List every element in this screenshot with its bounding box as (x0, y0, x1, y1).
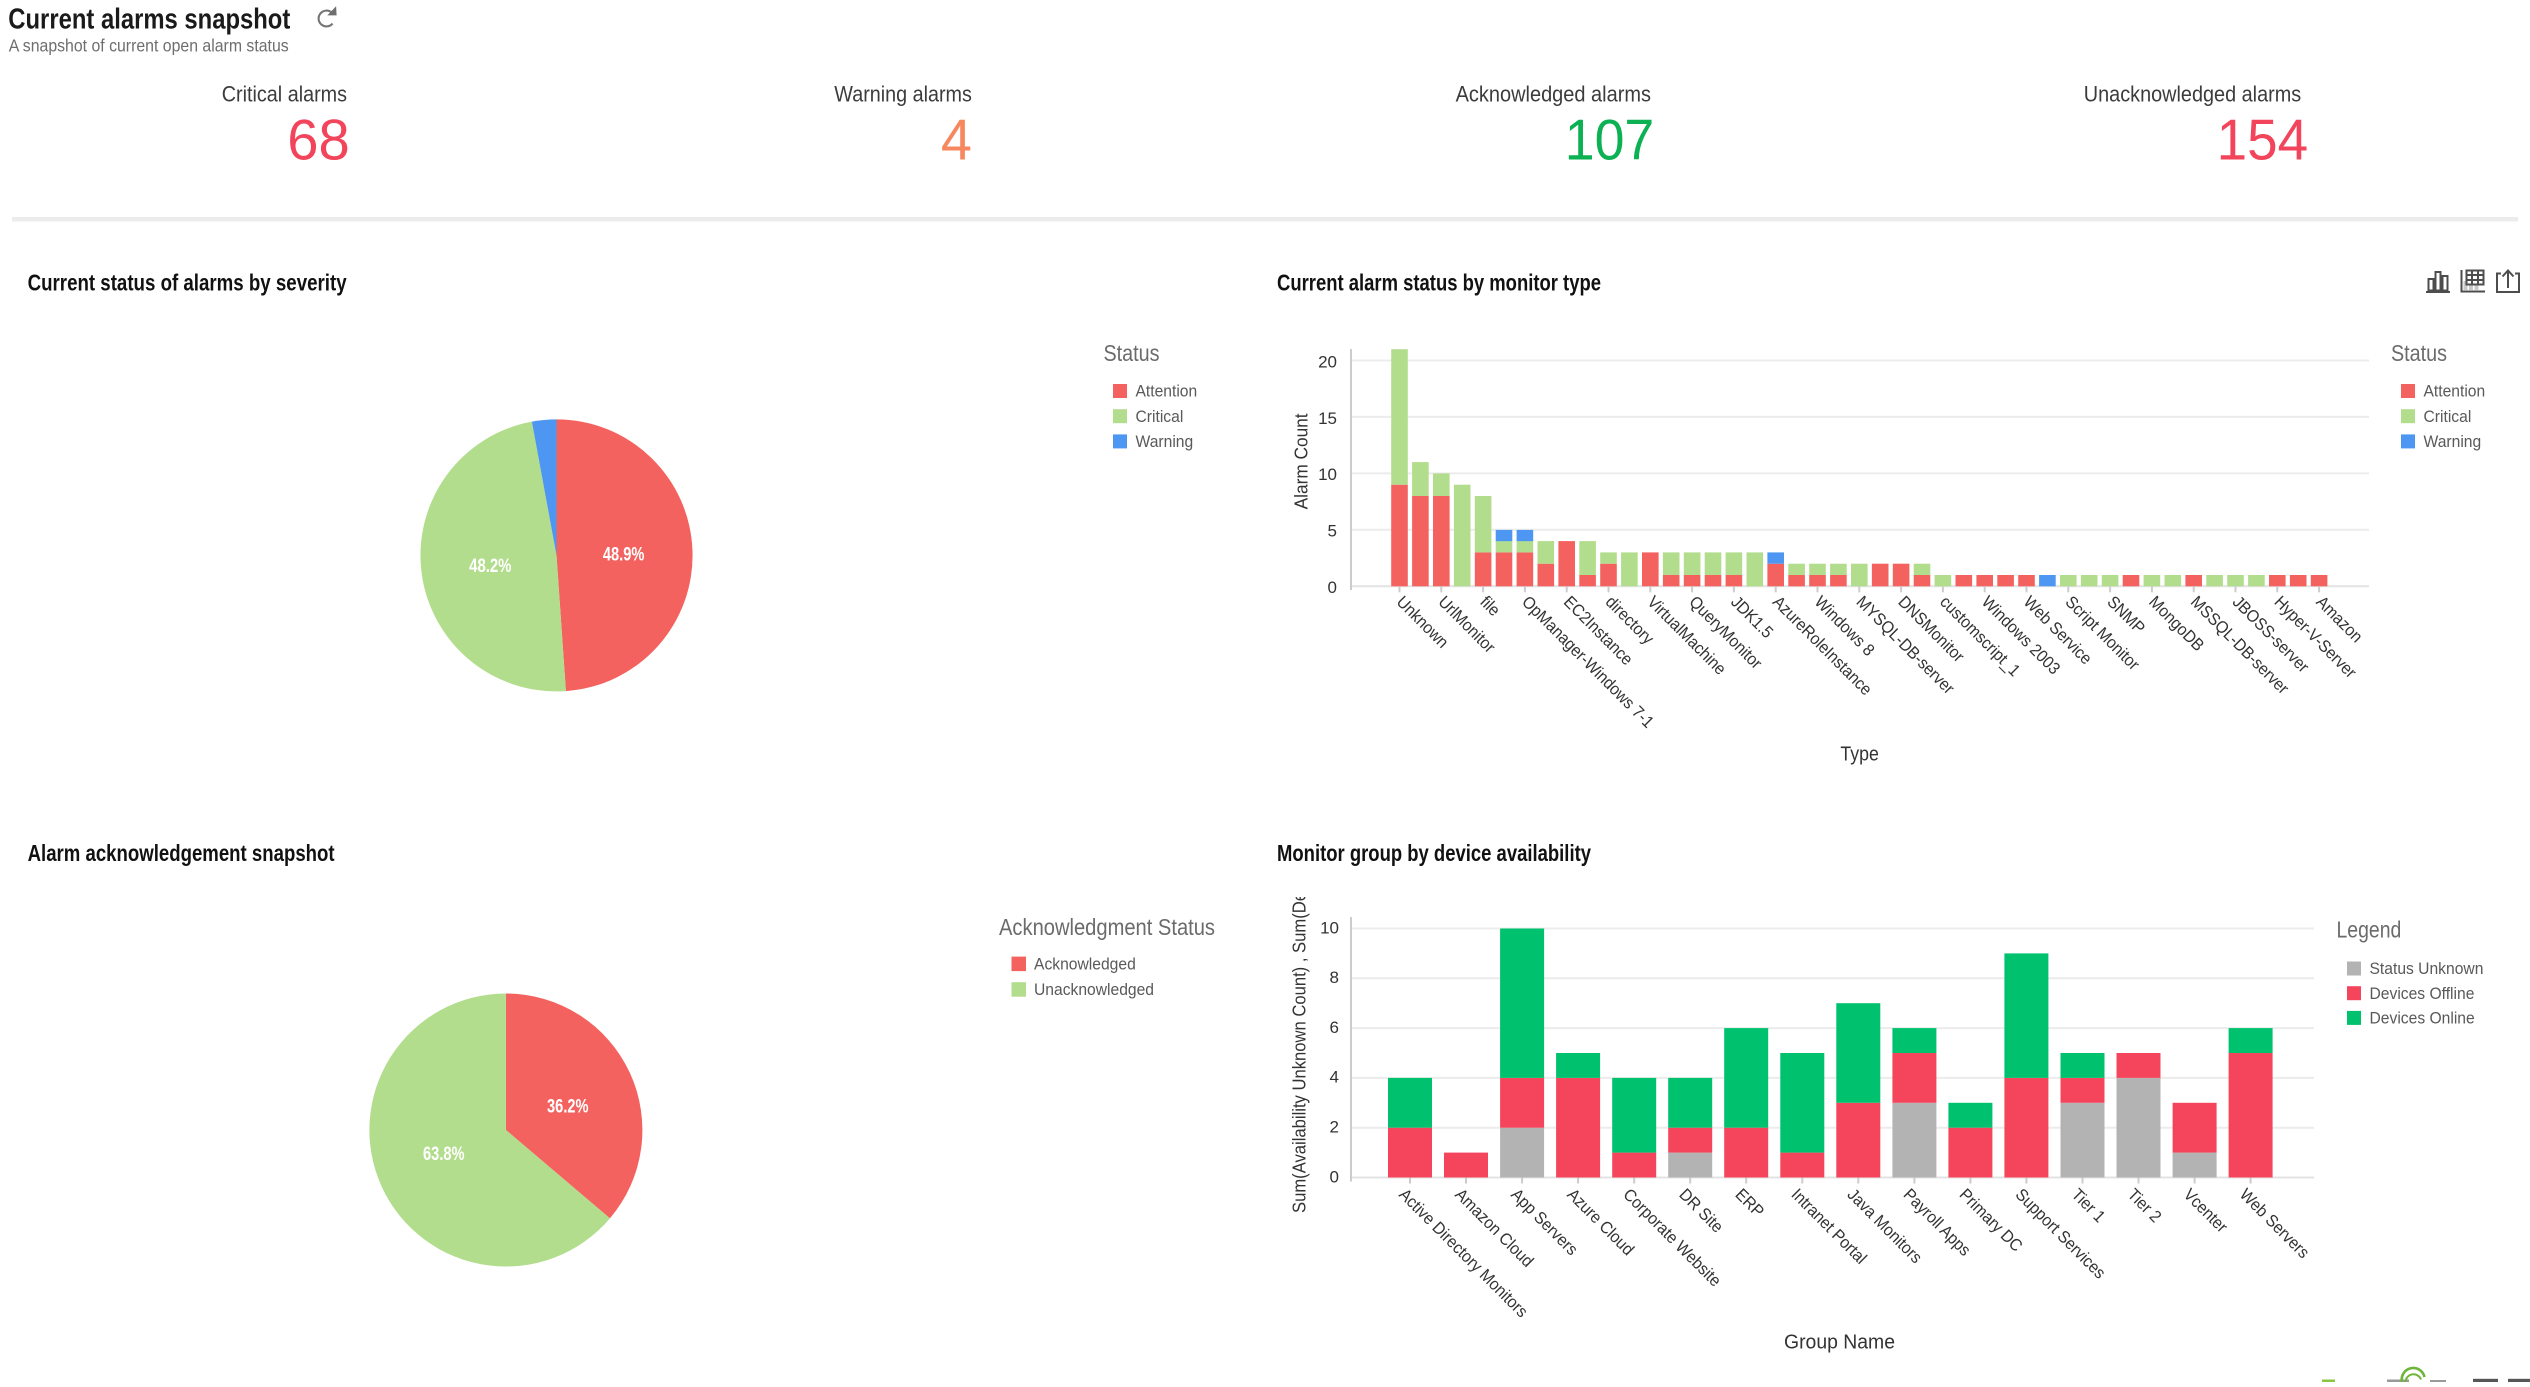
svg-text:Warning: Warning (1136, 432, 1194, 451)
svg-text:Attention: Attention (1136, 382, 1198, 401)
svg-text:0: 0 (1328, 578, 1337, 597)
svg-text:Warning: Warning (2424, 432, 2482, 451)
svg-text:Alarm acknowledgement snapshot: Alarm acknowledgement snapshot (28, 840, 335, 866)
svg-text:6: 6 (1330, 1018, 1339, 1037)
svg-text:68: 68 (287, 109, 350, 173)
svg-text:2: 2 (1330, 1118, 1339, 1137)
svg-text:107: 107 (1565, 109, 1655, 173)
svg-text:Unacknowledged: Unacknowledged (1034, 980, 1154, 999)
svg-text:15: 15 (1318, 409, 1337, 428)
svg-text:Attention: Attention (2424, 382, 2486, 401)
svg-text:Status Unknown: Status Unknown (2370, 959, 2484, 978)
svg-text:Critical: Critical (2424, 407, 2472, 426)
svg-text:Unacknowledged alarms: Unacknowledged alarms (2084, 81, 2301, 106)
svg-text:4: 4 (941, 109, 972, 173)
svg-text:Status: Status (1104, 340, 1160, 366)
svg-text:Group Name: Group Name (1784, 1331, 1895, 1353)
svg-text:5: 5 (1328, 522, 1337, 541)
svg-text:Acknowledged: Acknowledged (1034, 954, 1136, 973)
svg-text:36.2%: 36.2% (547, 1096, 589, 1117)
svg-text:8: 8 (1330, 968, 1339, 987)
svg-text:Current status of alarms by se: Current status of alarms by severity (28, 269, 347, 295)
svg-text:Sum(Availability Unknown Count: Sum(Availability Unknown Count) , Sum(De… (1289, 808, 1310, 1213)
svg-text:Critical: Critical (1136, 407, 1184, 426)
svg-text:48.2%: 48.2% (469, 556, 511, 577)
svg-text:Status: Status (2391, 340, 2447, 366)
svg-text:Monitor group by device availa: Monitor group by device availability (1277, 840, 1591, 866)
svg-text:Legend: Legend (2337, 917, 2402, 943)
svg-text:A snapshot of current open ala: A snapshot of current open alarm status (9, 35, 289, 55)
svg-text:Acknowledgment Status: Acknowledgment Status (999, 914, 1215, 940)
svg-text:10: 10 (1320, 918, 1339, 937)
svg-text:10: 10 (1318, 465, 1337, 484)
svg-text:Alarm Count: Alarm Count (1291, 413, 1312, 509)
svg-text:0: 0 (1330, 1167, 1339, 1186)
svg-text:Current alarms snapshot: Current alarms snapshot (8, 4, 290, 36)
svg-text:20: 20 (1318, 352, 1337, 371)
svg-text:Devices Online: Devices Online (2370, 1009, 2475, 1028)
svg-text:4: 4 (1330, 1068, 1339, 1087)
svg-text:Devices Offline: Devices Offline (2370, 984, 2475, 1003)
svg-text:154: 154 (2217, 109, 2309, 173)
svg-text:Warning alarms: Warning alarms (834, 81, 972, 106)
svg-text:Acknowledged alarms: Acknowledged alarms (1456, 81, 1651, 106)
svg-text:Type: Type (1840, 744, 1879, 766)
svg-text:48.9%: 48.9% (603, 545, 645, 566)
svg-text:Critical alarms: Critical alarms (222, 81, 347, 106)
svg-text:Current alarm status by monito: Current alarm status by monitor type (1277, 269, 1601, 295)
svg-text:63.8%: 63.8% (423, 1144, 465, 1165)
